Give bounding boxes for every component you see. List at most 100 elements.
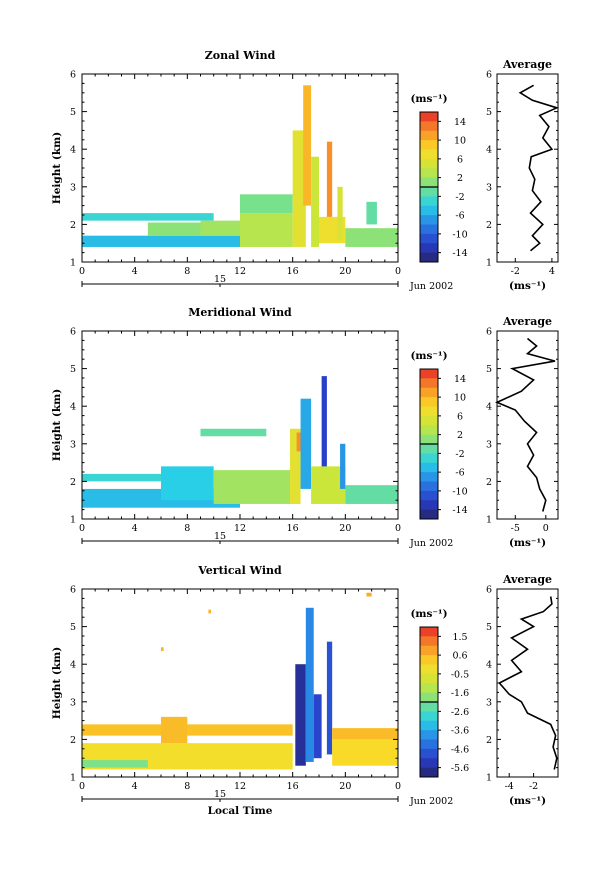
- y-axis-label: Height (km): [51, 132, 63, 204]
- date-label: Jun 2002: [409, 796, 453, 807]
- colorbar-label: -5.6: [451, 763, 469, 774]
- profile-x-tick-label: 0: [543, 523, 549, 534]
- colorbar-swatch: [420, 711, 438, 722]
- profile-y-tick-label: 4: [486, 660, 492, 671]
- profile-x-tick-label: 4: [549, 266, 555, 277]
- heatmap-cell: [300, 398, 312, 489]
- heatmap-cells: [82, 592, 398, 770]
- colorbar-label: -2.6: [451, 707, 469, 718]
- y-tick-label: 5: [70, 364, 76, 375]
- colorbar-swatch: [420, 378, 438, 389]
- average-title: Average: [502, 58, 552, 71]
- profile-y-tick-label: 3: [486, 697, 492, 708]
- colorbar-swatch: [420, 767, 438, 778]
- colorbar-swatch: [420, 655, 438, 665]
- colorbar-swatch: [420, 233, 438, 244]
- colorbar-swatch: [420, 168, 438, 179]
- colorbar-swatch: [420, 748, 438, 759]
- colorbar-swatch: [420, 758, 438, 769]
- panel-title: Vertical Wind: [197, 564, 282, 577]
- colorbar-swatch: [420, 177, 438, 188]
- colorbar-label: 0.6: [452, 651, 467, 662]
- y-axis-label: Height (km): [51, 389, 63, 461]
- y-tick-label: 1: [70, 515, 76, 526]
- y-tick-label: 2: [70, 220, 76, 231]
- colorbar-swatch: [420, 720, 438, 731]
- panel-title: Meridional Wind: [188, 306, 292, 319]
- colorbar-swatch: [420, 434, 438, 445]
- profile-y-tick-label: 6: [486, 327, 492, 338]
- colorbar-unit: (ms⁻¹): [410, 93, 447, 105]
- y-tick-label: 3: [70, 697, 76, 708]
- colorbar-swatch: [420, 636, 438, 647]
- colorbar-swatch: [420, 397, 438, 407]
- heatmap-cell: [161, 466, 214, 501]
- colorbar-label: 2: [457, 173, 463, 184]
- y-tick-label: 6: [70, 70, 76, 81]
- colorbar-swatch: [420, 158, 438, 169]
- profile-x-label: (ms⁻¹): [509, 795, 546, 807]
- heatmap-cell: [295, 664, 306, 766]
- profile-y-tick-label: 5: [486, 364, 492, 375]
- colorbar-label: -2: [455, 192, 464, 203]
- colorbar-swatch: [420, 425, 438, 436]
- average-profile-line: [518, 84, 560, 252]
- profile-y-tick-label: 6: [486, 70, 492, 81]
- x-tick-label: 0: [395, 523, 401, 534]
- heatmap-cell: [240, 213, 293, 247]
- heatmap-cell: [200, 220, 240, 236]
- profile-y-tick-label: 3: [486, 182, 492, 193]
- profile-y-tick-label: 6: [486, 585, 492, 596]
- colorbar-label: -0.5: [451, 669, 469, 680]
- y-axis-label: Height (km): [51, 647, 63, 719]
- profile-x-tick-label: -2: [529, 781, 538, 792]
- colorbar-label: 6: [457, 154, 463, 165]
- colorbar-label: 2: [457, 430, 463, 441]
- y-tick-label: 3: [70, 439, 76, 450]
- colorbar-swatch: [420, 444, 438, 454]
- colorbar-unit: (ms⁻¹): [410, 350, 447, 362]
- colorbar-swatch: [420, 702, 438, 712]
- colorbar-swatch: [420, 472, 438, 482]
- y-tick-label: 1: [70, 258, 76, 269]
- x-tick-label: 4: [132, 781, 138, 792]
- profile-y-tick-label: 2: [486, 477, 492, 488]
- colorbar-swatch: [420, 149, 438, 160]
- colorbar-label: -10: [452, 486, 467, 497]
- colorbar-swatch: [420, 121, 438, 132]
- colorbar-swatch: [420, 406, 438, 417]
- x-tick-label: 12: [234, 781, 246, 792]
- colorbar-swatch: [420, 205, 438, 216]
- y-tick-label: 4: [70, 402, 76, 413]
- colorbar-swatch: [420, 490, 438, 501]
- y-tick-label: 3: [70, 182, 76, 193]
- colorbar-swatch: [420, 692, 438, 703]
- heatmap-cell: [326, 641, 333, 755]
- profile-y-tick-label: 1: [486, 258, 492, 269]
- colorbar-label: -14: [452, 248, 467, 259]
- colorbar-label: 14: [454, 117, 466, 128]
- x-tick-label: 8: [184, 266, 190, 277]
- y-tick-label: 1: [70, 773, 76, 784]
- day-label: 15: [214, 274, 226, 285]
- heatmap-cell: [161, 647, 164, 652]
- profile-x-tick-label: -5: [511, 523, 520, 534]
- date-label: Jun 2002: [409, 538, 453, 549]
- heatmap-cell: [82, 213, 214, 221]
- heatmap-cell: [82, 724, 293, 736]
- colorbar-label: 14: [454, 374, 466, 385]
- heatmap-cell: [290, 428, 301, 504]
- colorbar-swatch: [420, 673, 438, 684]
- heatmap-cell: [161, 716, 188, 744]
- x-tick-label: 0: [79, 781, 85, 792]
- heatmap-cell: [82, 760, 148, 768]
- profile-y-tick-label: 3: [486, 439, 492, 450]
- heatmap-cell: [366, 201, 377, 225]
- colorbar-label: 1.5: [452, 632, 467, 643]
- colorbar-swatch: [420, 387, 438, 398]
- heatmap-cell: [332, 739, 398, 766]
- profile-x-tick-label: -4: [505, 781, 514, 792]
- x-tick-label: 0: [79, 523, 85, 534]
